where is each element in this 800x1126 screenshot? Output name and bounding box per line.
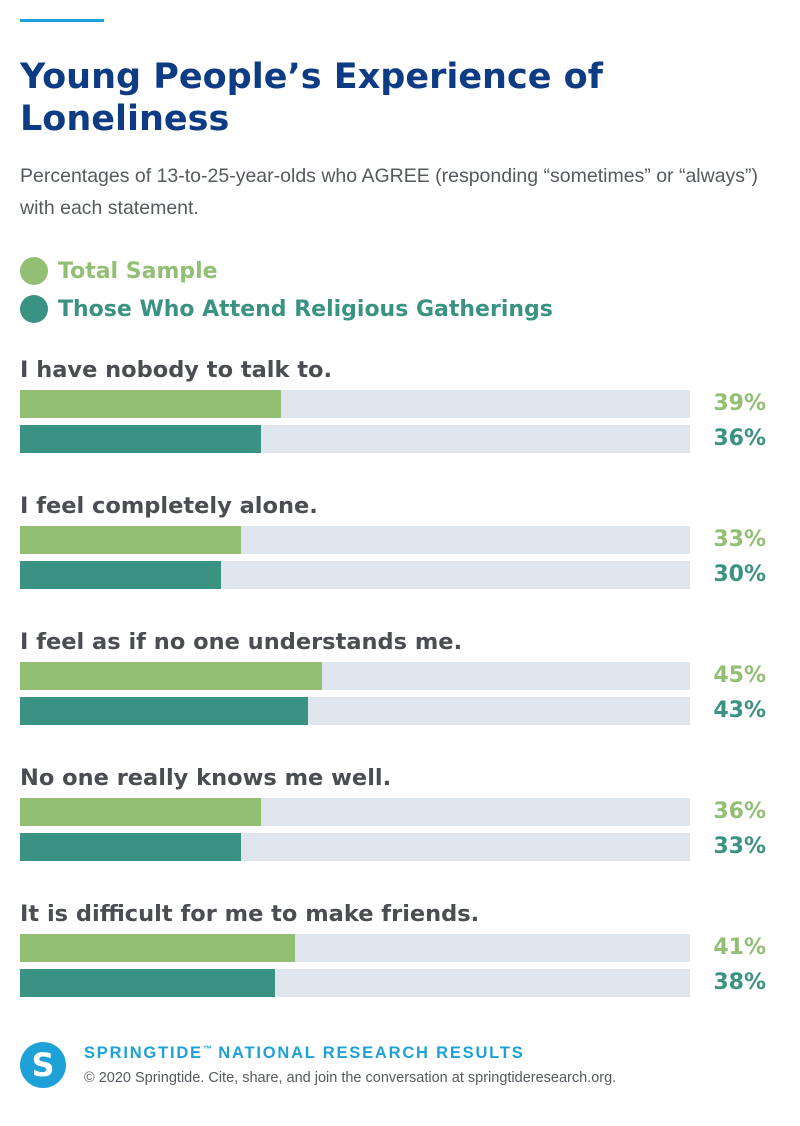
- bar-row-total: 45%: [20, 662, 780, 690]
- bar-track: [20, 934, 690, 962]
- bar-row-religious: 43%: [20, 697, 780, 725]
- chart-subtitle: Percentages of 13-to-25-year-olds who AG…: [20, 165, 759, 219]
- value-label-religious: 33%: [713, 834, 766, 859]
- value-label-total: 39%: [713, 391, 766, 416]
- legend-item-religious: Those Who Attend Religious Gatherings: [20, 290, 553, 328]
- question-label: No one really knows me well.: [20, 765, 392, 791]
- bar-track: [20, 969, 690, 997]
- bar-track: [20, 390, 690, 418]
- question-label: I feel as if no one understands me.: [20, 629, 463, 655]
- bar-row-religious: 30%: [20, 561, 780, 589]
- bar-religious: [20, 561, 221, 589]
- bar-total: [20, 934, 295, 962]
- bar-total: [20, 798, 262, 826]
- value-label-religious: 43%: [713, 698, 766, 723]
- bar-track: [20, 662, 690, 690]
- bar-religious: [20, 425, 262, 453]
- bar-religious: [20, 833, 242, 861]
- value-label-total: 33%: [713, 527, 766, 552]
- bar-row-religious: 33%: [20, 833, 780, 861]
- legend-swatch-religious: [20, 295, 48, 323]
- bar-track: [20, 697, 690, 725]
- value-label-religious: 30%: [713, 562, 766, 587]
- value-label-religious: 36%: [713, 426, 766, 451]
- bar-total: [20, 662, 322, 690]
- question-label: It is difficult for me to make friends.: [20, 901, 480, 927]
- bar-track: [20, 561, 690, 589]
- chart-title: Young People’s Experience of Loneliness: [20, 57, 603, 139]
- bar-track: [20, 425, 690, 453]
- logo-letter: S: [31, 1046, 54, 1084]
- footer-brand: SPRINGTIDE™ NATIONAL RESEARCH RESULTS: [84, 1044, 525, 1063]
- legend: Total Sample Those Who Attend Religious …: [20, 252, 553, 328]
- accent-line: [20, 19, 104, 22]
- bar-row-total: 41%: [20, 934, 780, 962]
- bar-total: [20, 526, 242, 554]
- legend-swatch-total: [20, 257, 48, 285]
- legend-label-total: Total Sample: [58, 258, 218, 284]
- bar-total: [20, 390, 282, 418]
- bar-track: [20, 833, 690, 861]
- bar-religious: [20, 969, 275, 997]
- value-label-total: 45%: [713, 663, 766, 688]
- legend-label-religious: Those Who Attend Religious Gatherings: [58, 296, 553, 322]
- bar-row-total: 33%: [20, 526, 780, 554]
- bar-religious: [20, 697, 309, 725]
- brand-suffix: NATIONAL RESEARCH RESULTS: [218, 1044, 525, 1062]
- question-label: I feel completely alone.: [20, 493, 318, 519]
- value-label-total: 41%: [713, 935, 766, 960]
- bar-track: [20, 798, 690, 826]
- bar-row-religious: 36%: [20, 425, 780, 453]
- value-label-religious: 38%: [713, 970, 766, 995]
- question-label: I have nobody to talk to.: [20, 357, 333, 383]
- value-label-total: 36%: [713, 799, 766, 824]
- bar-row-total: 39%: [20, 390, 780, 418]
- footer-copyright: © 2020 Springtide. Cite, share, and join…: [84, 1070, 617, 1086]
- bar-track: [20, 526, 690, 554]
- brand-name: SPRINGTIDE: [84, 1044, 203, 1062]
- bar-row-religious: 38%: [20, 969, 780, 997]
- legend-item-total: Total Sample: [20, 252, 553, 290]
- bar-row-total: 36%: [20, 798, 780, 826]
- springtide-logo-icon: S: [20, 1042, 66, 1088]
- trademark-mark: ™: [202, 1044, 212, 1054]
